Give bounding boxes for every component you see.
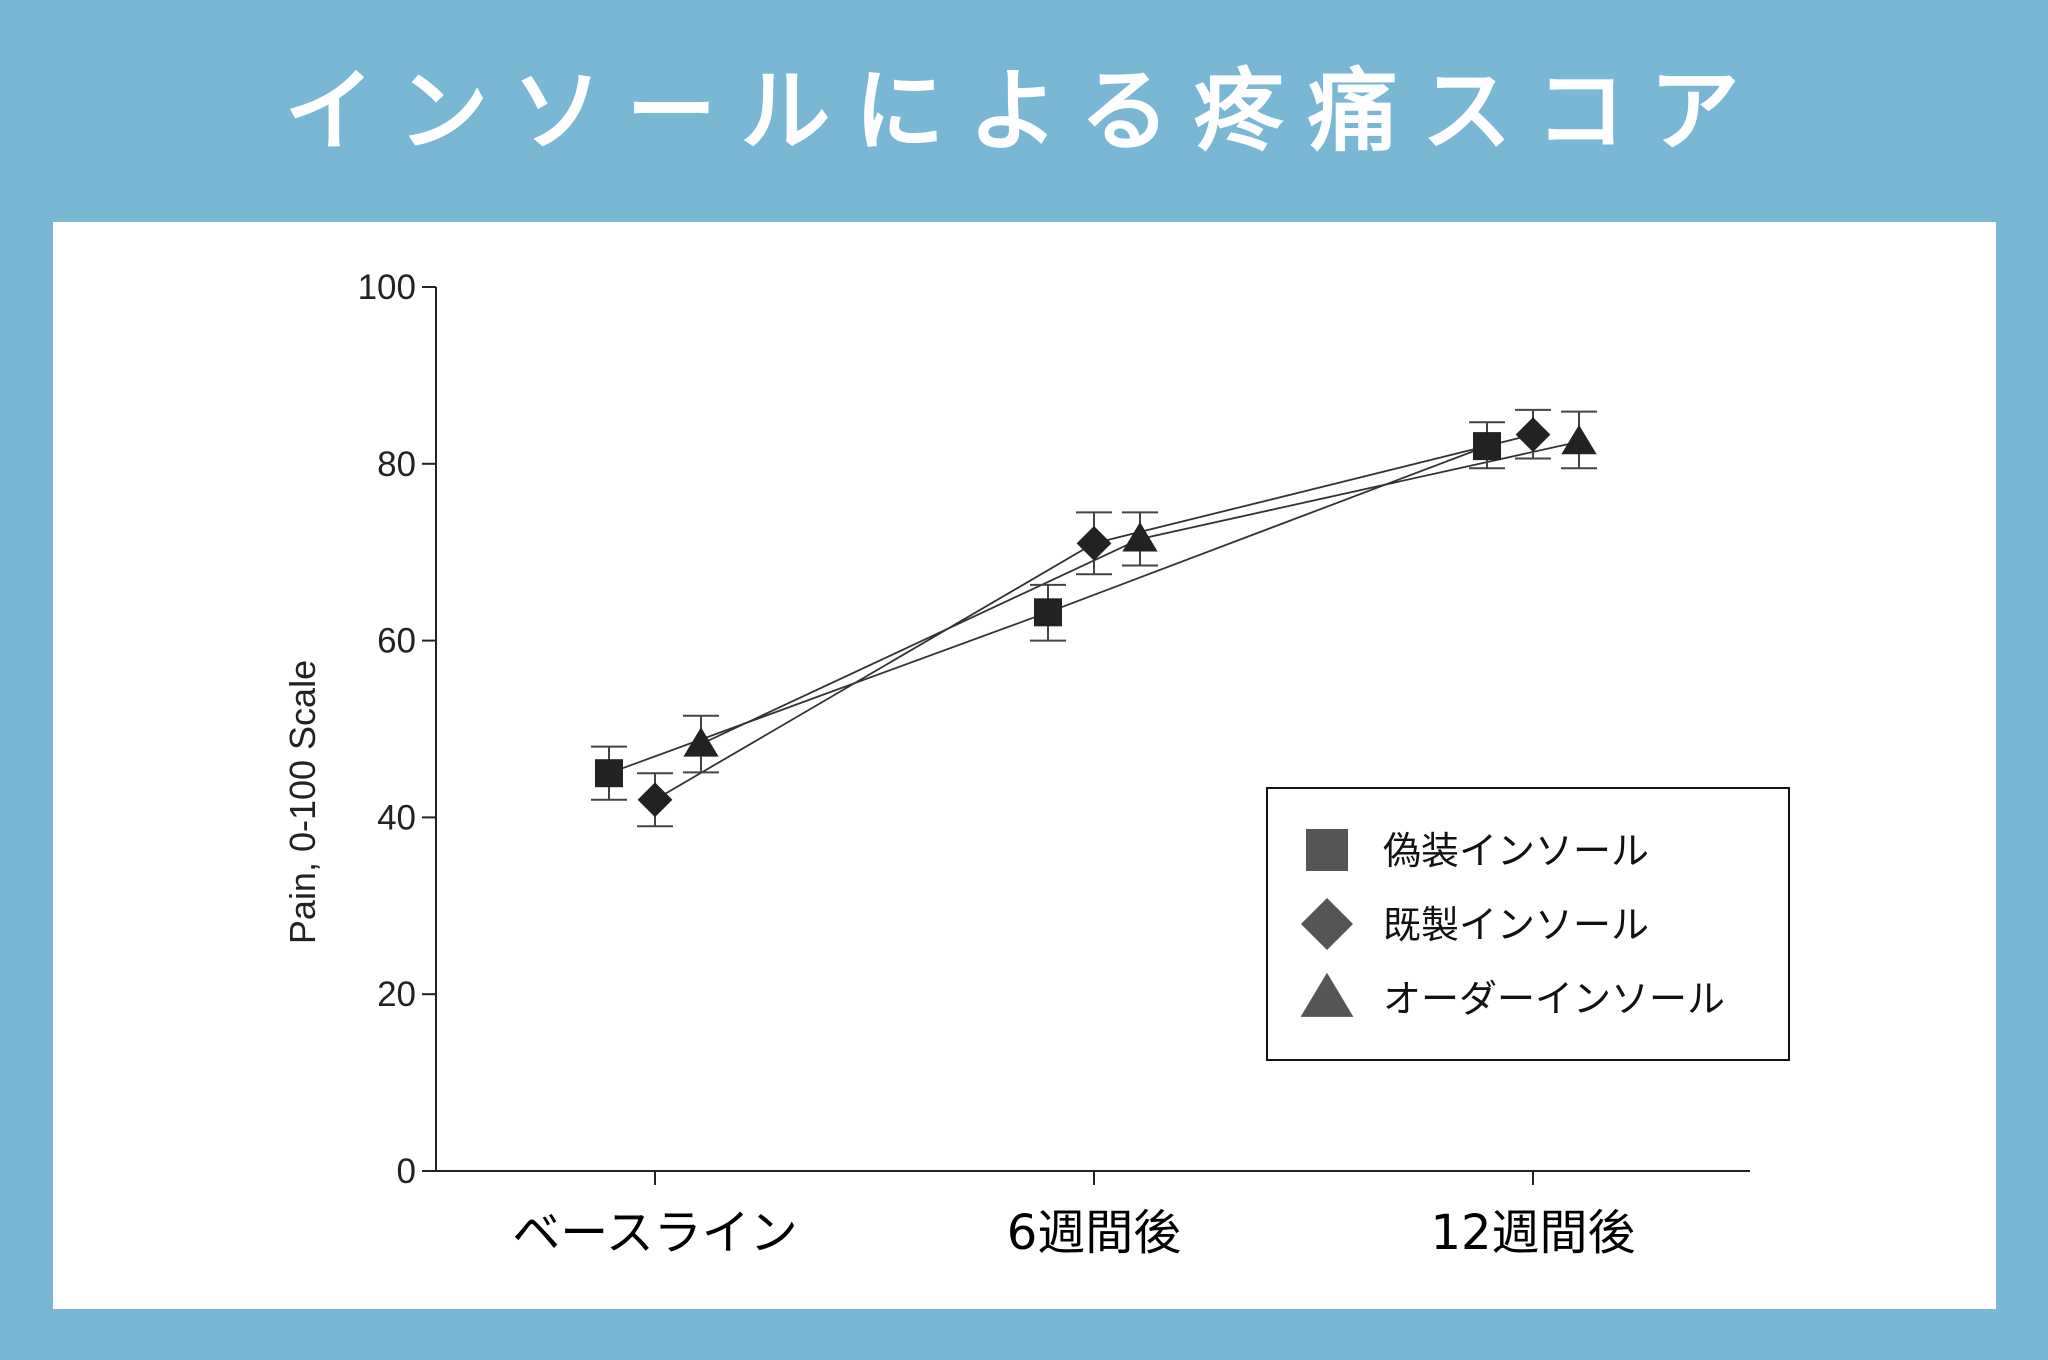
- y-tick-label: 20: [377, 975, 416, 1014]
- legend-box: [1266, 787, 1790, 1061]
- chart-panel: 0 20 40 60 80 100 ベースライン 6週間後 12週間後 Pain, 0-100 …: [53, 222, 1996, 1309]
- y-tick-label: 100: [358, 268, 416, 307]
- legend-marker-triangle: [1300, 972, 1354, 1017]
- legend-label: オーダーインソール: [1383, 977, 1725, 1021]
- y-tick-label: 40: [377, 798, 416, 837]
- series-line-diamond: [654, 433, 1534, 801]
- data-point-triangle: [683, 727, 719, 757]
- legend-marker-diamond: [1300, 897, 1354, 951]
- data-point-square: [595, 759, 623, 788]
- y-axis-label: Pain, 0-100 Scale: [282, 660, 323, 944]
- data-point-triangle: [1561, 424, 1597, 455]
- x-tick-label: 6週間後: [1007, 1205, 1182, 1261]
- legend-marker-square: [1306, 829, 1348, 871]
- series-lines: [608, 433, 1580, 801]
- y-tick-label: 80: [377, 445, 416, 484]
- data-point-diamond: [637, 782, 673, 818]
- pain-score-chart: 0 20 40 60 80 100 ベースライン 6週間後 12週間後 Pain, 0-100 …: [282, 268, 1790, 1261]
- page-title: インソールによる疼痛スコア: [284, 59, 1764, 164]
- data-point-diamond: [1515, 417, 1551, 452]
- data-markers: [595, 417, 1597, 818]
- x-tick-label: 12週間後: [1430, 1205, 1635, 1261]
- y-tick-label: 0: [397, 1152, 416, 1191]
- data-point-square: [1034, 598, 1062, 627]
- error-bars: [591, 408, 1597, 828]
- legend-label: 偽装インソール: [1383, 829, 1649, 873]
- legend-label: 既製インソール: [1383, 903, 1649, 947]
- x-tick-label: ベースライン: [512, 1205, 798, 1261]
- series-line-triangle: [700, 440, 1580, 745]
- data-point-diamond: [1076, 526, 1112, 561]
- data-point-triangle: [1122, 522, 1158, 552]
- chart-axes: 0 20 40 60 80 100 ベースライン 6週間後 12週間後: [358, 268, 1750, 1261]
- data-point-square: [1473, 432, 1501, 461]
- y-tick-label: 60: [377, 622, 416, 661]
